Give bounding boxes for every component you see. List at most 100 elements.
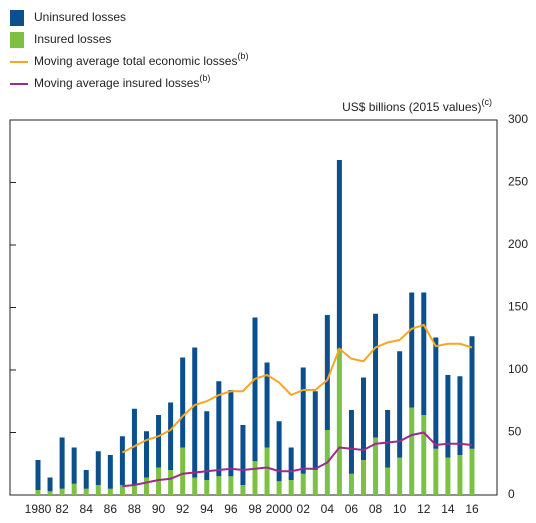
y-tick-label: 150: [508, 300, 528, 314]
x-tick-label: 90: [152, 502, 166, 516]
bar: [119, 436, 125, 485]
y-tick-label: 250: [508, 175, 528, 189]
line: [122, 431, 473, 488]
bar: [83, 488, 89, 495]
bar: [397, 351, 403, 458]
bar: [445, 375, 451, 458]
legend-label: Moving average total economic losses(b): [34, 51, 248, 68]
bar: [35, 490, 41, 495]
bar: [47, 477, 53, 492]
bar: [300, 367, 306, 474]
bar: [469, 336, 475, 449]
legend-label-text: Moving average insured losses: [34, 76, 199, 90]
bar: [457, 455, 463, 495]
x-tick-label: 08: [369, 502, 383, 516]
bar: [131, 485, 137, 495]
legend-swatch: [10, 10, 24, 26]
bar: [433, 448, 439, 495]
bar: [469, 448, 475, 495]
x-tick-label: 82: [55, 502, 69, 516]
bar: [252, 461, 258, 495]
bar: [276, 421, 282, 482]
bar: [397, 457, 403, 495]
bar: [71, 447, 77, 484]
bar: [288, 447, 294, 480]
bar: [180, 357, 186, 448]
legend-swatch: [10, 32, 24, 48]
bar: [95, 485, 101, 495]
x-tick-label: 04: [321, 502, 335, 516]
x-tick-label: 88: [128, 502, 142, 516]
bar: [373, 313, 379, 438]
y-tick-label: 300: [508, 112, 528, 126]
bar: [204, 480, 210, 495]
y-axis-label-text: US$ billions (2015 values): [342, 100, 481, 114]
bar: [59, 488, 65, 495]
bar: [144, 477, 149, 495]
x-tick-label: 14: [441, 502, 455, 516]
bar: [95, 451, 101, 485]
legend-label-note: (b): [237, 51, 248, 61]
y-tick-label: 100: [508, 362, 528, 376]
bar: [216, 476, 222, 495]
bar: [445, 457, 451, 495]
bar: [348, 410, 354, 474]
x-tick-label: 1980: [25, 502, 52, 516]
bar: [228, 390, 234, 477]
bar: [421, 415, 427, 495]
legend-label: Uninsured losses: [34, 10, 126, 24]
bar: [156, 467, 162, 495]
x-tick-label: 2000: [266, 502, 293, 516]
bar: [180, 447, 186, 495]
x-tick-label: 92: [176, 502, 190, 516]
bar: [336, 348, 342, 495]
bar: [457, 376, 463, 455]
bar: [433, 337, 439, 449]
bar: [204, 411, 210, 480]
x-tick-label: 10: [393, 502, 407, 516]
x-tick-label: 94: [200, 502, 214, 516]
bar: [240, 485, 246, 495]
y-tick-label: 50: [508, 425, 522, 439]
bar: [276, 481, 282, 495]
legend-label-text: Uninsured losses: [34, 10, 126, 24]
legend-label: Insured losses: [34, 32, 111, 46]
bar: [168, 470, 174, 495]
bar: [168, 402, 174, 470]
x-tick-label: 06: [345, 502, 359, 516]
bar: [348, 473, 354, 495]
bar: [385, 467, 391, 495]
bar: [107, 455, 113, 489]
bar: [373, 437, 379, 495]
legend-label: Moving average insured losses(b): [34, 73, 210, 90]
bar: [264, 362, 270, 448]
bar: [59, 437, 65, 489]
bar: [192, 347, 198, 478]
bar: [312, 470, 318, 495]
y-tick-label: 0: [508, 487, 515, 501]
x-tick-label: 96: [224, 502, 238, 516]
legend-label-text: Insured losses: [34, 32, 111, 46]
bar: [144, 431, 149, 478]
bar: [288, 480, 294, 495]
bar: [300, 473, 306, 495]
bar: [409, 292, 415, 408]
y-tick-label: 200: [508, 237, 528, 251]
bar: [71, 483, 77, 495]
bar: [361, 377, 366, 460]
y-axis-label-note: (c): [482, 97, 493, 107]
bar: [252, 317, 258, 462]
bar: [47, 491, 53, 495]
bar: [216, 381, 222, 477]
line: [121, 323, 473, 454]
x-tick-label: 98: [248, 502, 262, 516]
bar: [312, 391, 318, 470]
bar: [336, 160, 342, 349]
bar: [35, 460, 41, 490]
bar: [240, 425, 246, 485]
x-tick-label: 02: [297, 502, 311, 516]
bar: [385, 410, 391, 468]
legend-label-text: Moving average total economic losses: [34, 54, 237, 68]
bar: [83, 470, 89, 489]
